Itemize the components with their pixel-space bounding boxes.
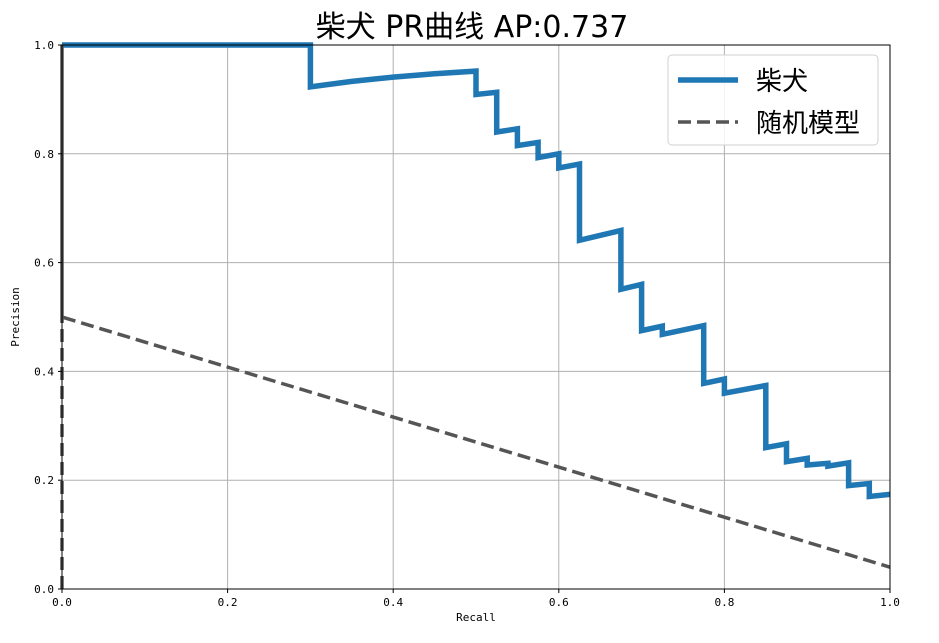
y-tick-label: 0.2 — [34, 474, 54, 487]
y-tick-label: 0.6 — [34, 257, 54, 270]
x-tick-label: 0.0 — [52, 596, 72, 609]
series-line-pr-curve — [62, 42, 891, 500]
y-axis-label: Precision — [9, 287, 22, 347]
y-tick-label: 0.0 — [34, 583, 54, 596]
x-tick-label: 0.6 — [549, 596, 569, 609]
x-tick-label: 0.4 — [383, 596, 403, 609]
chart-title: 柴犬 PR曲线 AP:0.737 — [316, 10, 629, 45]
x-tick-label: 0.8 — [714, 596, 734, 609]
axes-frame — [61, 44, 891, 590]
legend-entry-label: 随机模型 — [756, 109, 860, 139]
y-tick-label: 0.8 — [34, 148, 54, 161]
x-axis-label: Recall — [456, 611, 496, 624]
y-tick-label: 0.4 — [34, 365, 54, 378]
legend-entry-label: 柴犬 — [756, 67, 808, 97]
x-tick-label: 1.0 — [880, 596, 900, 609]
y-tick-label: 1.0 — [34, 39, 54, 52]
axis-ticks: 0.0 0.2 0.4 0.6 0.8 1.0 0.0 0.2 0.4 0.6 0.8 1.0 — [34, 39, 900, 609]
x-tick-label: 0.2 — [218, 596, 238, 609]
